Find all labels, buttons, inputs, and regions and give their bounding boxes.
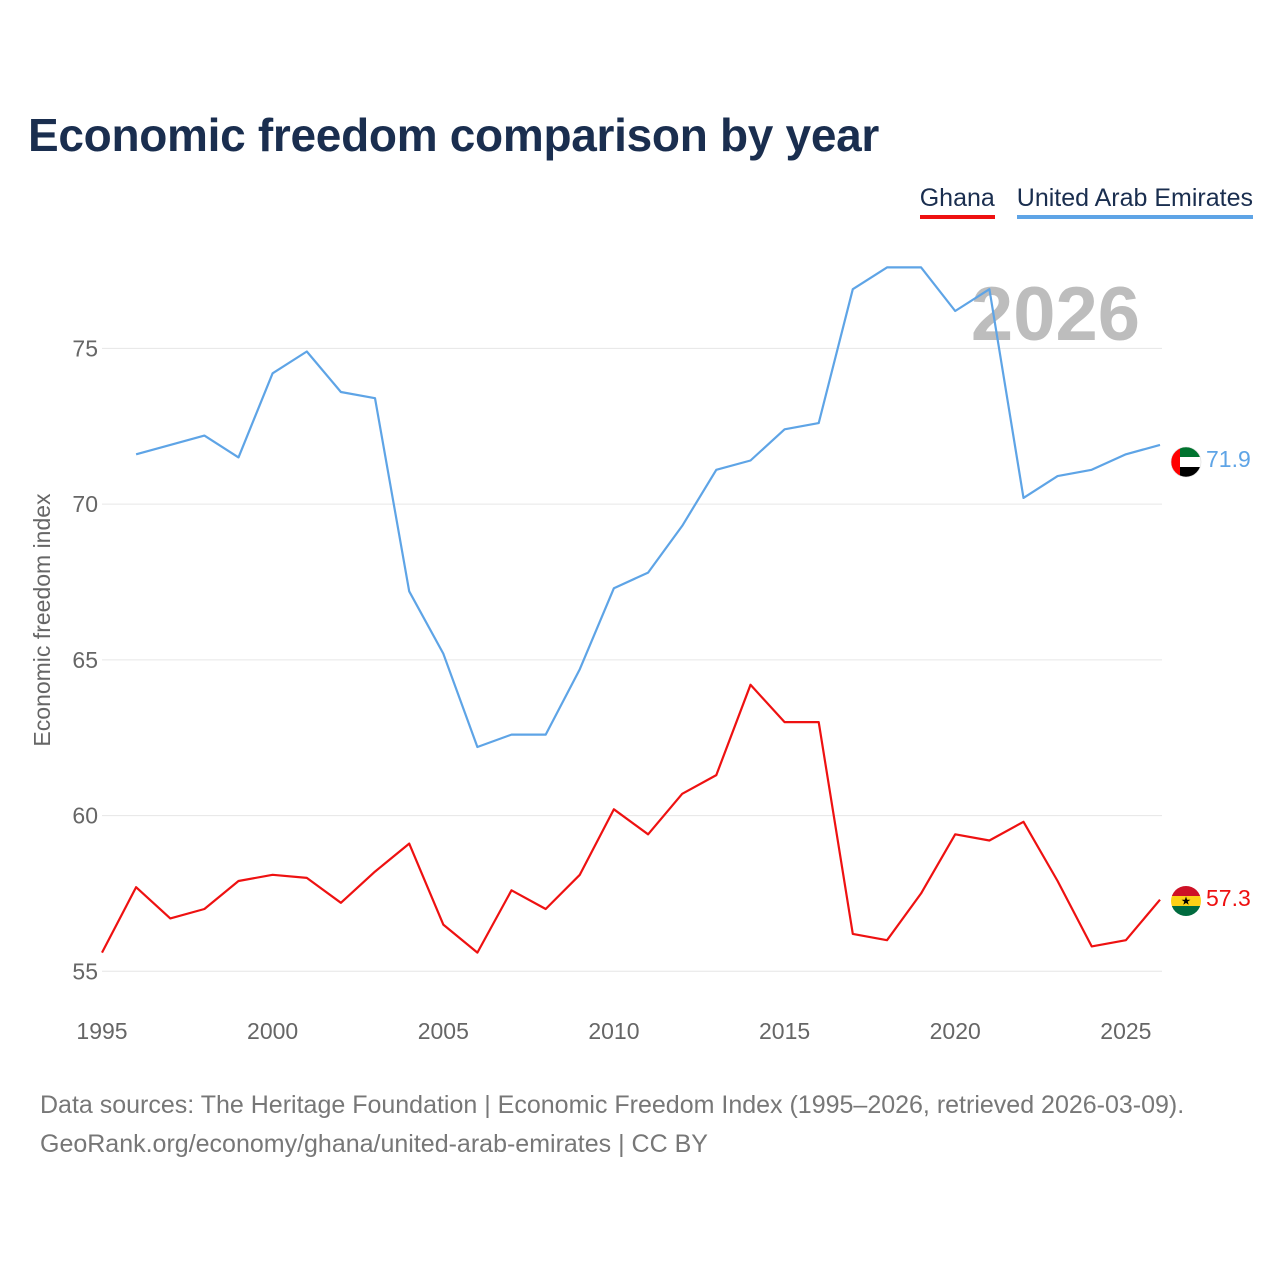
legend-item-ghana[interactable]: Ghana — [919, 184, 995, 219]
year-annotation: 2026 — [971, 272, 1140, 357]
y-axis-label: Economic freedom index — [29, 493, 55, 747]
uae-end-value-label: 71.9 — [1206, 446, 1251, 472]
ghana-flag-icon — [1171, 886, 1201, 916]
y-tick-label: 70 — [72, 491, 98, 517]
x-tick-label: 1995 — [76, 1018, 127, 1044]
x-tick-label: 2025 — [1100, 1018, 1151, 1044]
y-tick-label: 65 — [72, 647, 98, 673]
grid-lines — [102, 347, 1162, 972]
footer-line-sources: Data sources: The Heritage Foundation | … — [40, 1091, 1185, 1119]
x-tick-label: 2005 — [418, 1018, 469, 1044]
ghana-end-value-label: 57.3 — [1206, 885, 1251, 911]
y-axis-ticks: 55 60 65 70 75 — [72, 335, 98, 984]
uae-flag-icon — [1170, 446, 1202, 478]
x-tick-label: 2015 — [759, 1018, 810, 1044]
x-tick-label: 2020 — [930, 1018, 981, 1044]
x-axis-ticks: 1995 2000 2005 2010 2015 2020 2025 — [76, 1018, 1151, 1044]
y-tick-label: 55 — [72, 958, 98, 984]
series-line-ghana — [101, 683, 1161, 954]
series-lines — [101, 266, 1161, 954]
y-tick-label: 75 — [72, 335, 98, 361]
footer-line-credit: GeoRank.org/economy/ghana/united-arab-em… — [40, 1130, 708, 1158]
chart-title: Economic freedom comparison by year — [28, 109, 879, 161]
legend: Ghana United Arab Emirates — [919, 184, 1253, 219]
end-markers — [1170, 446, 1202, 916]
x-tick-label: 2010 — [588, 1018, 639, 1044]
x-tick-label: 2000 — [247, 1018, 298, 1044]
series-line-uae — [135, 266, 1161, 749]
footer-source: Data sources: The Heritage Foundation | … — [40, 1086, 1184, 1164]
legend-item-uae[interactable]: United Arab Emirates — [1016, 184, 1253, 219]
y-tick-label: 60 — [72, 803, 98, 829]
